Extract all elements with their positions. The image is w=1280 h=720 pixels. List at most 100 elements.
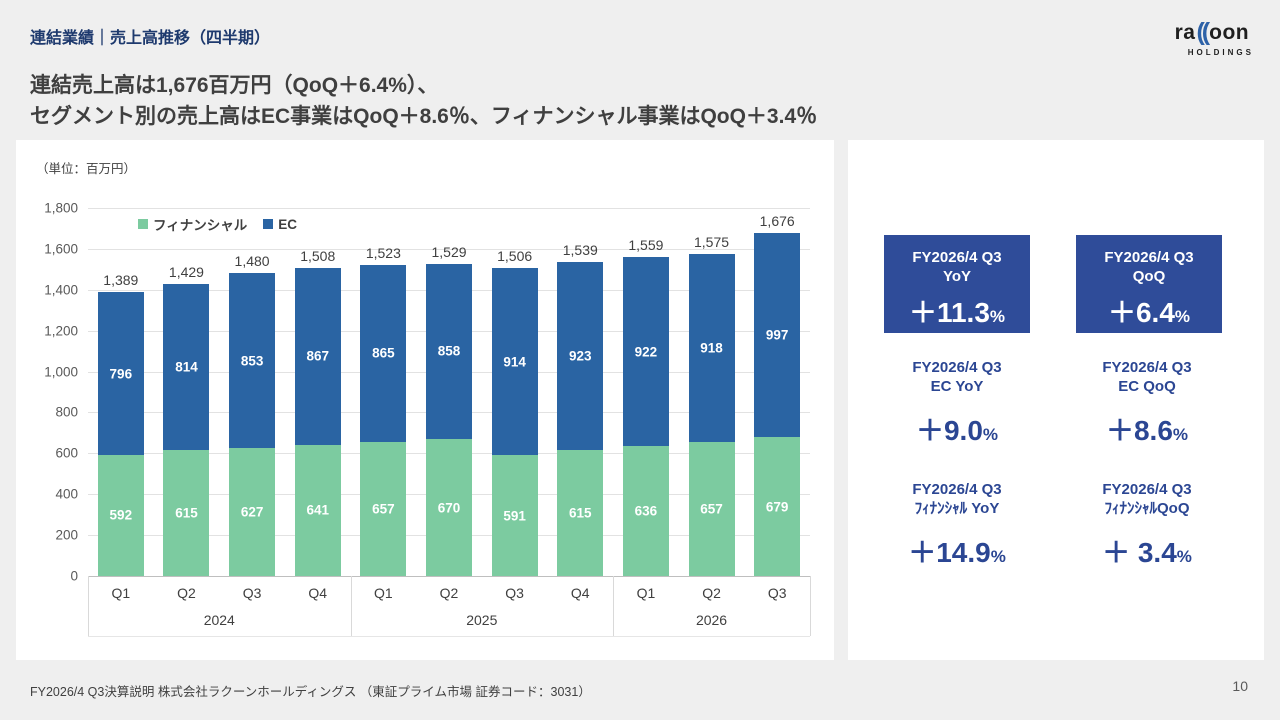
bar-segment-financial bbox=[622, 445, 669, 576]
ec-value-label: 997 bbox=[765, 327, 789, 343]
slide-message-line1: 連結売上高は1,676百万円（QoQ＋6.4%）、 bbox=[30, 74, 439, 97]
kpi-stat-metric: ﾌｨﾅﾝｼｬﾙ YoY bbox=[914, 500, 1000, 517]
bar-segment-financial bbox=[294, 444, 341, 576]
x-tick-label: Q1 bbox=[636, 585, 656, 601]
ec-value-label: 853 bbox=[240, 353, 264, 369]
ec-value-label: 796 bbox=[109, 366, 133, 382]
x-tick-label: Q2 bbox=[439, 585, 459, 601]
legend-item-financial: フィナンシャル bbox=[138, 214, 247, 234]
bar-segment-ec bbox=[622, 257, 669, 446]
kpi-stat-financial-qoq: FY2026/4 Q3 ﾌｨﾅﾝｼｬﾙQoQ ＋ 3.4% bbox=[1052, 480, 1242, 571]
x-tick-label: Q2 bbox=[702, 585, 721, 601]
kpi-box-value: ＋6.4% bbox=[1107, 297, 1191, 328]
year-separator-line bbox=[350, 576, 352, 636]
kpi-box-period: FY2026/4 Q3 bbox=[1104, 249, 1194, 266]
year-separator-line bbox=[810, 576, 811, 636]
total-value-label: 1,480 bbox=[234, 253, 270, 270]
gridline bbox=[88, 208, 810, 209]
kpi-box-total-yoy: FY2026/4 Q3 YoY ＋11.3% bbox=[884, 235, 1030, 333]
year-separator-line bbox=[88, 576, 89, 636]
unit-label: （単位：百万円） bbox=[36, 162, 137, 176]
kpi-stat-value: ＋14.9% bbox=[908, 537, 1006, 568]
total-value-label: 1,523 bbox=[365, 244, 401, 261]
financial-value-label: 657 bbox=[372, 501, 395, 517]
x-tick-label: Q4 bbox=[308, 585, 328, 601]
bar-segment-financial bbox=[754, 437, 801, 576]
ec-value-label: 918 bbox=[700, 340, 723, 356]
bar-segment-ec bbox=[688, 254, 735, 442]
y-tick-label: 1,400 bbox=[44, 282, 78, 298]
logo-holdings-label: HOLDINGS bbox=[1187, 48, 1254, 57]
bar-segment-ec bbox=[229, 273, 276, 448]
total-value-label: 1,575 bbox=[694, 234, 730, 250]
kpi-stat-metric: EC QoQ bbox=[1118, 378, 1176, 395]
y-tick-label: 0 bbox=[70, 568, 78, 584]
x-tick-label: Q2 bbox=[177, 585, 196, 601]
x-tick-label: Q1 bbox=[374, 585, 393, 601]
kpi-stat-ec-qoq: FY2026/4 Q3 EC QoQ ＋8.6% bbox=[1052, 358, 1242, 449]
y-tick-label: 1,800 bbox=[44, 200, 78, 216]
bar-segment-ec bbox=[491, 268, 538, 456]
total-value-label: 1,429 bbox=[168, 263, 204, 280]
ec-value-label: 914 bbox=[503, 354, 526, 370]
x-tick-label: Q3 bbox=[505, 585, 524, 601]
logo-arcs-icon: (( bbox=[1196, 18, 1210, 46]
revenue-chart-card: （単位：百万円） フィナンシャル EC 0 200 400 600 800 1,000 1,… bbox=[16, 140, 834, 660]
financial-value-label: 670 bbox=[437, 500, 461, 515]
financial-value-label: 657 bbox=[700, 501, 723, 517]
kpi-stat-period: FY2026/4 Q3 bbox=[1102, 481, 1192, 498]
bar-segment-financial bbox=[426, 439, 472, 576]
kpi-box-metric: QoQ bbox=[1132, 268, 1166, 285]
legend-item-ec: EC bbox=[263, 217, 297, 232]
y-tick-label: 1,200 bbox=[44, 323, 78, 339]
financial-value-label: 592 bbox=[109, 507, 133, 523]
x-axis-line bbox=[88, 576, 810, 577]
kpi-panel: FY2026/4 Q3 YoY ＋11.3% FY2026/4 Q3 QoQ ＋… bbox=[848, 140, 1264, 660]
financial-value-label: 615 bbox=[175, 505, 198, 521]
ec-value-label: 865 bbox=[372, 345, 395, 361]
financial-value-label: 679 bbox=[765, 499, 789, 515]
gridline bbox=[88, 248, 810, 250]
kpi-stat-ec-yoy: FY2026/4 Q3 EC YoY ＋9.0% bbox=[862, 358, 1052, 449]
y-tick-label: 600 bbox=[55, 445, 78, 461]
total-value-label: 1,389 bbox=[103, 272, 139, 289]
kpi-box-period: FY2026/4 Q3 bbox=[912, 249, 1002, 266]
financial-value-label: 627 bbox=[240, 504, 264, 520]
page-title: 連結業績｜売上高推移（四半期） bbox=[30, 30, 271, 47]
bar-segment-financial bbox=[229, 447, 276, 576]
company-logo: ra((oon HOLDINGS bbox=[1170, 18, 1254, 57]
ec-value-label: 923 bbox=[569, 348, 592, 364]
kpi-box-value: ＋11.3% bbox=[908, 297, 1006, 328]
y-tick-label: 400 bbox=[55, 486, 78, 502]
y-tick-label: 1,600 bbox=[44, 241, 78, 257]
year-separator-line bbox=[613, 576, 615, 636]
bar-segment-financial bbox=[163, 450, 210, 576]
kpi-stat-value: ＋9.0% bbox=[915, 415, 999, 446]
kpi-stat-value: ＋8.6% bbox=[1105, 415, 1189, 446]
stacked-bar-chart: 0 200 400 600 800 1,000 1,200 1,400 1,600 1,800 59… bbox=[16, 140, 834, 660]
bar-segment-ec bbox=[557, 261, 604, 451]
ec-value-label: 867 bbox=[306, 348, 329, 364]
bar-segment-financial bbox=[688, 441, 735, 576]
kpi-box-total-qoq: FY2026/4 Q3 QoQ ＋6.4% bbox=[1076, 235, 1222, 333]
bar-segment-ec bbox=[294, 267, 341, 445]
total-value-label: 1,508 bbox=[300, 247, 336, 264]
x-tick-label: Q3 bbox=[242, 585, 262, 601]
bar-segment-ec bbox=[754, 233, 801, 438]
raccoon-logo-wordmark: ra((oon bbox=[1174, 18, 1250, 46]
bar-segment-ec bbox=[360, 264, 407, 442]
total-value-label: 1,539 bbox=[562, 241, 598, 258]
kpi-box-metric: YoY bbox=[942, 268, 972, 285]
year-group-label: 2025 bbox=[466, 612, 498, 628]
total-value-label: 1,529 bbox=[431, 243, 467, 260]
kpi-stat-period: FY2026/4 Q3 bbox=[1102, 359, 1192, 376]
year-group-label: 2026 bbox=[695, 612, 728, 628]
category-band-bottom-line bbox=[88, 636, 810, 637]
x-tick-label: Q1 bbox=[111, 585, 131, 601]
x-tick-label: Q3 bbox=[767, 585, 787, 601]
bar-segment-financial bbox=[97, 454, 144, 576]
chart-legend: フィナンシャル EC bbox=[138, 214, 297, 234]
x-tick-label: Q4 bbox=[570, 585, 590, 601]
total-value-label: 1,506 bbox=[497, 248, 533, 265]
legend-label-financial: フィナンシャル bbox=[153, 218, 248, 233]
